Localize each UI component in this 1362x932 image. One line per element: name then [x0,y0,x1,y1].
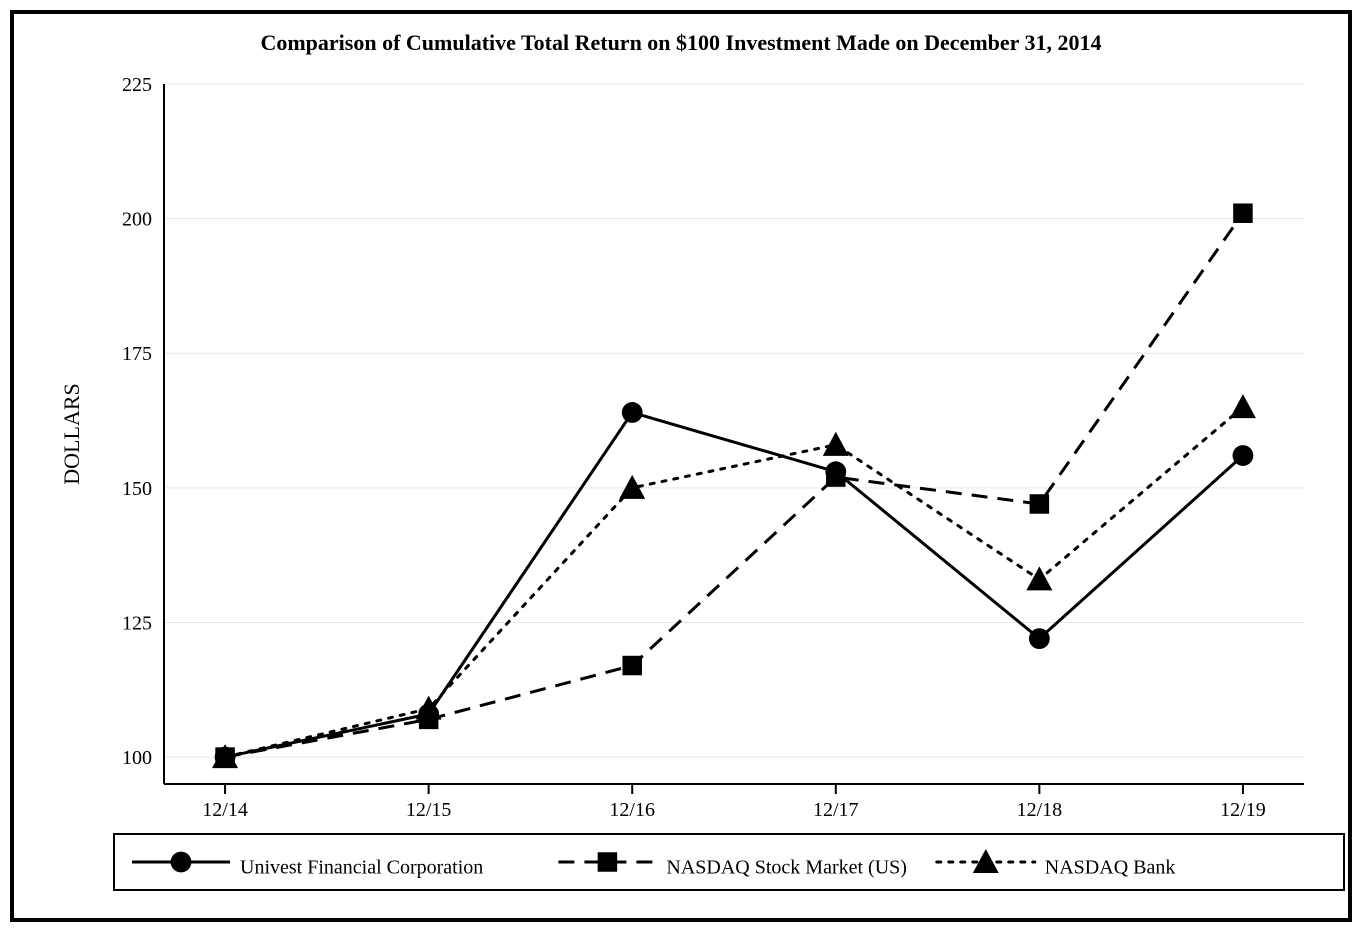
series-line [225,407,1243,757]
chart-border: Comparison of Cumulative Total Return on… [10,10,1352,922]
marker-triangle [823,432,849,456]
legend-label: Univest Financial Corporation [240,857,483,879]
marker-circle [171,852,192,873]
y-tick-label: 100 [122,747,152,769]
marker-triangle [1230,394,1256,418]
y-tick-label: 225 [122,74,152,96]
marker-square [598,852,618,872]
y-axis-title: DOLLARS [59,383,84,484]
line-chart-svg: Comparison of Cumulative Total Return on… [14,14,1348,918]
series-line [225,213,1243,757]
marker-square [622,656,642,676]
x-tick-label: 12/15 [406,799,452,821]
series-line [225,412,1243,757]
marker-circle [622,402,643,423]
legend-label: NASDAQ Bank [1045,857,1176,879]
x-tick-label: 12/19 [1220,799,1266,821]
marker-square [826,467,846,487]
chart-title: Comparison of Cumulative Total Return on… [260,30,1101,55]
marker-square [1030,494,1050,514]
marker-square [1233,203,1253,223]
y-tick-label: 175 [122,343,152,365]
x-tick-label: 12/17 [813,799,859,821]
y-tick-label: 125 [122,612,152,634]
x-tick-label: 12/14 [202,799,248,821]
chart-container: Comparison of Cumulative Total Return on… [0,0,1362,932]
marker-circle [1233,445,1254,466]
x-tick-label: 12/16 [609,799,655,821]
legend-label: NASDAQ Stock Market (US) [666,857,907,879]
x-tick-label: 12/18 [1017,799,1063,821]
y-tick-label: 150 [122,478,152,500]
marker-circle [1029,628,1050,649]
y-tick-label: 200 [122,209,152,231]
